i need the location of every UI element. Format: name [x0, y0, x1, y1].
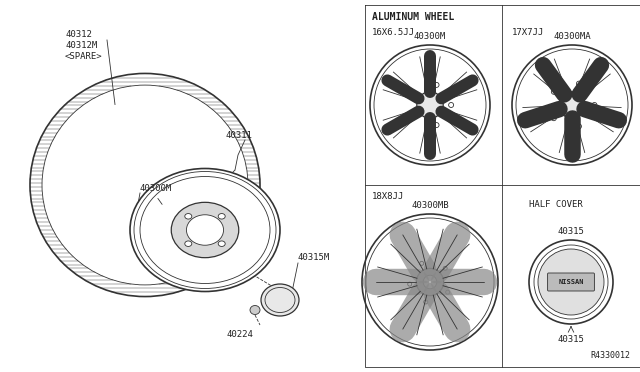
Text: HALF COVER: HALF COVER — [529, 200, 583, 209]
Text: 40312M: 40312M — [65, 41, 97, 50]
Circle shape — [592, 103, 597, 108]
Circle shape — [434, 83, 439, 87]
Circle shape — [417, 269, 444, 296]
Circle shape — [434, 123, 439, 128]
Ellipse shape — [250, 305, 260, 314]
Text: R4330012: R4330012 — [590, 351, 630, 360]
Text: 18X8JJ: 18X8JJ — [372, 192, 404, 201]
Ellipse shape — [172, 202, 239, 258]
Circle shape — [410, 115, 415, 120]
Text: 40315M: 40315M — [298, 253, 330, 263]
Circle shape — [577, 81, 581, 86]
Circle shape — [410, 90, 415, 95]
Circle shape — [417, 92, 444, 118]
Text: NISSAN: NISSAN — [558, 279, 584, 285]
Ellipse shape — [185, 214, 192, 219]
Circle shape — [445, 290, 450, 294]
Text: 40300MB: 40300MB — [411, 201, 449, 210]
Ellipse shape — [185, 241, 192, 246]
Text: <SPARE>: <SPARE> — [65, 52, 102, 61]
Text: 40315: 40315 — [557, 227, 584, 236]
Text: 40315: 40315 — [557, 335, 584, 344]
Circle shape — [443, 266, 447, 270]
Text: 40300M: 40300M — [140, 183, 172, 192]
Ellipse shape — [130, 169, 280, 292]
Circle shape — [408, 282, 412, 286]
Text: ALUMINUM WHEEL: ALUMINUM WHEEL — [372, 12, 454, 22]
Ellipse shape — [218, 241, 225, 246]
Circle shape — [423, 275, 437, 289]
Text: 16X6.5JJ: 16X6.5JJ — [372, 28, 415, 37]
Text: 40300MA: 40300MA — [553, 32, 591, 41]
Circle shape — [551, 89, 556, 94]
Circle shape — [559, 92, 585, 118]
Text: 40312: 40312 — [65, 30, 92, 39]
Circle shape — [424, 300, 428, 304]
Ellipse shape — [261, 284, 299, 316]
Circle shape — [538, 249, 604, 315]
Text: 40300M: 40300M — [414, 32, 446, 41]
Circle shape — [577, 124, 581, 129]
Text: 40224: 40224 — [227, 330, 253, 339]
Text: 40311: 40311 — [225, 131, 252, 140]
Text: 17X7JJ: 17X7JJ — [512, 28, 544, 37]
Circle shape — [551, 116, 556, 121]
Ellipse shape — [218, 214, 225, 219]
FancyBboxPatch shape — [548, 273, 595, 291]
Circle shape — [449, 103, 454, 108]
Ellipse shape — [186, 215, 223, 245]
Circle shape — [420, 262, 424, 265]
